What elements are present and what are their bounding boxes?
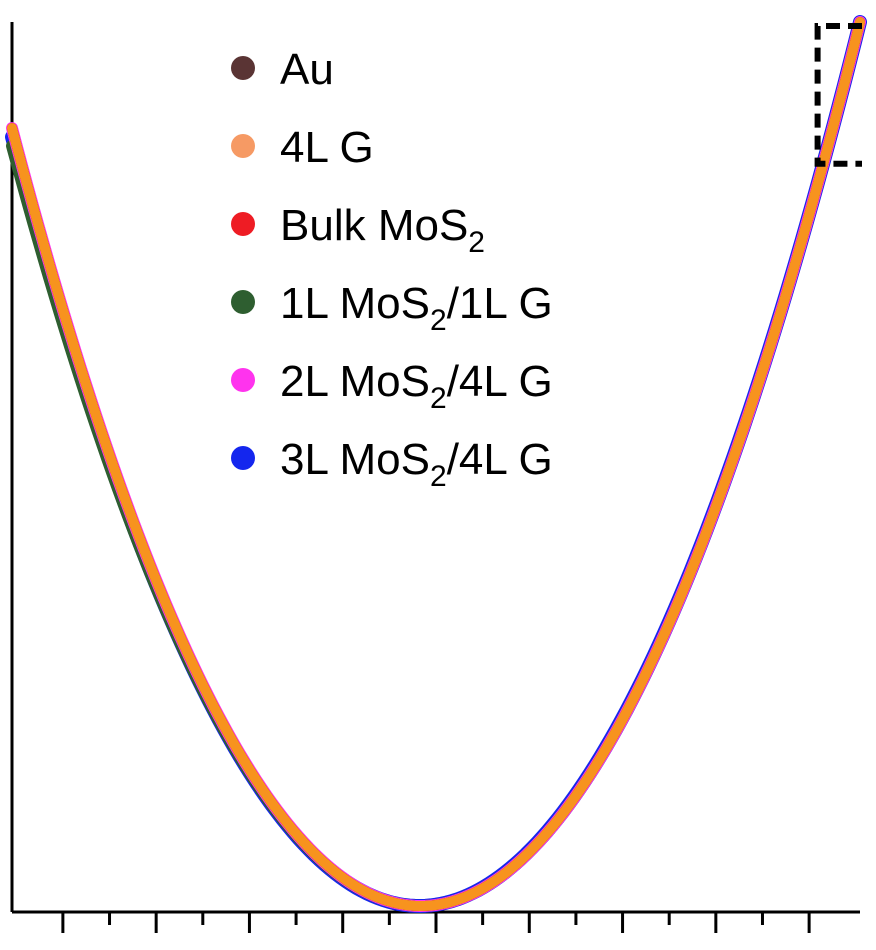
legend-label-2l-mos2-4l-g: 2L MoS2/4L G <box>280 357 553 415</box>
series-curve-4l-g <box>7 17 865 911</box>
x-ticks <box>61 912 811 933</box>
legend: Au 4L G Bulk MoS2 1L MoS2/1L G 2L MoS2/4L G 3… <box>231 45 553 493</box>
legend-marker-au <box>231 56 255 80</box>
legend-label-au: Au <box>280 45 334 94</box>
legend-marker-4l-g <box>231 134 255 158</box>
series-curves <box>5 15 867 913</box>
legend-marker-1l-mos2-1l-g <box>231 290 255 314</box>
legend-label-3l-mos2-4l-g: 3L MoS2/4L G <box>280 435 553 493</box>
annotation-dashed-box <box>814 23 862 167</box>
legend-marker-3l-mos2-4l-g <box>231 446 255 470</box>
legend-marker-2l-mos2-4l-g <box>231 368 255 392</box>
legend-label-bulk-mos2: Bulk MoS2 <box>280 201 485 259</box>
legend-label-4l-g: 4L G <box>280 123 374 172</box>
legend-marker-bulk-mos2 <box>231 212 255 236</box>
legend-label-1l-mos2-1l-g: 1L MoS2/1L G <box>280 279 553 337</box>
dashed-box <box>814 23 862 167</box>
